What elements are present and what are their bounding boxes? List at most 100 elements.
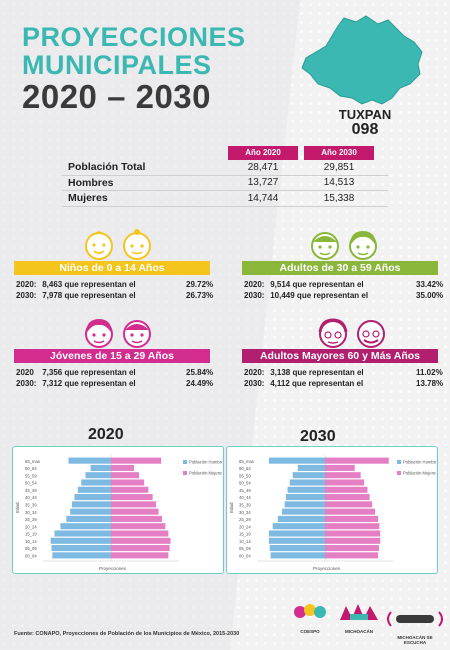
stat-ninos-2030: 2030: 7,978 que representan el 26.73% [16, 291, 226, 300]
y-tick-label: 15_19 [25, 532, 37, 537]
bar-hombres [77, 486, 111, 493]
table-row: Mujeres 14,744 15,338 [62, 191, 388, 207]
bar-hombres [268, 530, 325, 537]
stat-text: 10,449 que representan el [270, 291, 369, 300]
title-line-1: PROYECCIONES [22, 22, 246, 52]
stat-year: 2030: [244, 379, 265, 388]
stat-year: 2030: [16, 379, 37, 388]
bar-mujeres [325, 552, 379, 559]
municipality-name: TUXPAN [338, 107, 392, 122]
y-tick-label: 65_mas [25, 459, 40, 464]
value-2020: 14,744 [247, 192, 279, 204]
legend-label-hombres: Población Hombres [403, 460, 436, 465]
girl-face-icon [123, 229, 151, 260]
stat-text: 4,112 que representan el [270, 379, 364, 388]
bar-mujeres [325, 515, 379, 522]
x-axis-label: Proyecciones [313, 566, 341, 571]
bar-mujeres [111, 479, 145, 486]
coespo-logo-text: COESPO [300, 629, 320, 634]
bar-hombres [282, 508, 325, 515]
y-tick-label: 05_09 [239, 546, 251, 551]
listening-logo-text: MICHOACÁN SE ESCUCHA [397, 635, 433, 645]
bar-hombres [289, 479, 325, 486]
y-tick-label: 10_14 [239, 539, 251, 544]
bar-hombres [52, 552, 111, 559]
bar-hombres [70, 508, 111, 515]
baby-face-icon [85, 231, 113, 260]
row-label: Población Total [68, 161, 146, 174]
woman-face-icon [349, 231, 377, 260]
bar-hombres [269, 545, 325, 552]
stat-jovenes-2020: 2020 7,356 que representan el 25.84% [16, 368, 226, 377]
y-tick-label: 60_64 [25, 466, 37, 471]
bar-hombres [292, 472, 325, 479]
stat-year: 2020: [16, 280, 37, 289]
bar-hombres [71, 501, 111, 508]
municipality-code: 098 [351, 121, 379, 138]
bar-mujeres [325, 464, 355, 471]
stat-adultos-2020: 2020: 9,514 que representan el 33.42% [244, 280, 444, 289]
bar-hombres [277, 515, 325, 522]
coespo-logo-icon [294, 604, 326, 618]
table-row: Población Total 28,471 29,851 [62, 160, 388, 176]
bar-hombres [297, 464, 325, 471]
stat-percent: 29.72% [186, 280, 214, 289]
michoacan-se-escucha-logo: MICHOACÁN SE ESCUCHA [386, 608, 444, 645]
bar-mujeres [111, 472, 140, 479]
chart-year-2020: 2020 [88, 426, 124, 443]
young-man-face-icon [123, 320, 151, 348]
legend-swatch-hombres [183, 460, 187, 464]
bar-mujeres [111, 508, 159, 515]
michoacan-logo-text: MICHOACÁN [345, 629, 373, 634]
chart-year-2030: 2030 [300, 428, 336, 445]
stat-year: 2030: [16, 291, 37, 300]
elder-man-face-icon [357, 320, 385, 348]
stat-mayores-2030: 2030: 4,112 que representan el 13.78% [244, 379, 444, 388]
value-2030: 14,513 [323, 177, 355, 189]
y-tick-label: 50_54 [25, 481, 37, 486]
header-2030: Año 2030 [304, 146, 374, 160]
stat-text: 3,138 que representan el [270, 368, 364, 377]
elder-woman-face-icon [318, 318, 348, 348]
michoacan-logo: MICHOACÁN [336, 600, 382, 634]
stat-jovenes-2030: 2030: 7,312 que representan el 24.49% [16, 379, 226, 388]
bar-mujeres [111, 494, 153, 501]
y-axis-label: Edad [15, 502, 20, 513]
y-tick-label: 40_44 [25, 495, 37, 500]
stat-text: 8,463 que representan el [42, 280, 136, 289]
stat-year: 2020: [244, 368, 265, 377]
y-tick-label: 45_49 [239, 488, 251, 493]
y-tick-label: 30_34 [25, 510, 37, 515]
stat-percent: 11.02% [416, 368, 443, 377]
bar-hombres [81, 479, 111, 486]
stat-year: 2030: [244, 291, 265, 300]
legend-label-hombres: Población Hombres [189, 460, 222, 465]
coespo-logo: COESPO [290, 602, 330, 634]
value-2030: 29,851 [323, 161, 355, 173]
y-tick-label: 55_59 [25, 473, 37, 478]
stat-percent: 35.00% [416, 291, 444, 300]
bar-hombres [270, 552, 325, 559]
stat-percent: 33.42% [416, 280, 444, 289]
bar-hombres [284, 501, 325, 508]
bar-mujeres [325, 457, 389, 464]
stat-text: 7,312 que representan el [42, 379, 136, 388]
footer-source: Fuente: CONAPO, Proyecciones de Població… [14, 631, 240, 637]
x-axis-label: Proyecciones [99, 566, 127, 571]
y-tick-label: 60_64 [239, 466, 251, 471]
stat-percent: 24.49% [186, 379, 214, 388]
table-header: Año 2020 Año 2030 [62, 146, 388, 160]
bar-hombres [54, 530, 111, 537]
stat-text: 7,978 que representan el [42, 291, 136, 300]
bar-hombres [51, 545, 111, 552]
bar-hombres [85, 472, 111, 479]
pyramid-svg: 65_mas 60_64 55_59 50_54 45_49 40_44 35_39 30_3… [229, 455, 436, 571]
header-2020: Año 2020 [228, 146, 298, 160]
group-bar-ninos: Niños de 0 a 14 Años [14, 261, 210, 275]
stat-adultos-2030: 2030: 10,449 que representan el 35.00% [244, 291, 444, 300]
y-axis-label: Edad [229, 502, 234, 513]
legend-swatch-mujeres [183, 471, 187, 475]
bar-mujeres [325, 486, 368, 493]
bar-mujeres [111, 457, 162, 464]
bar-hombres [90, 464, 111, 471]
